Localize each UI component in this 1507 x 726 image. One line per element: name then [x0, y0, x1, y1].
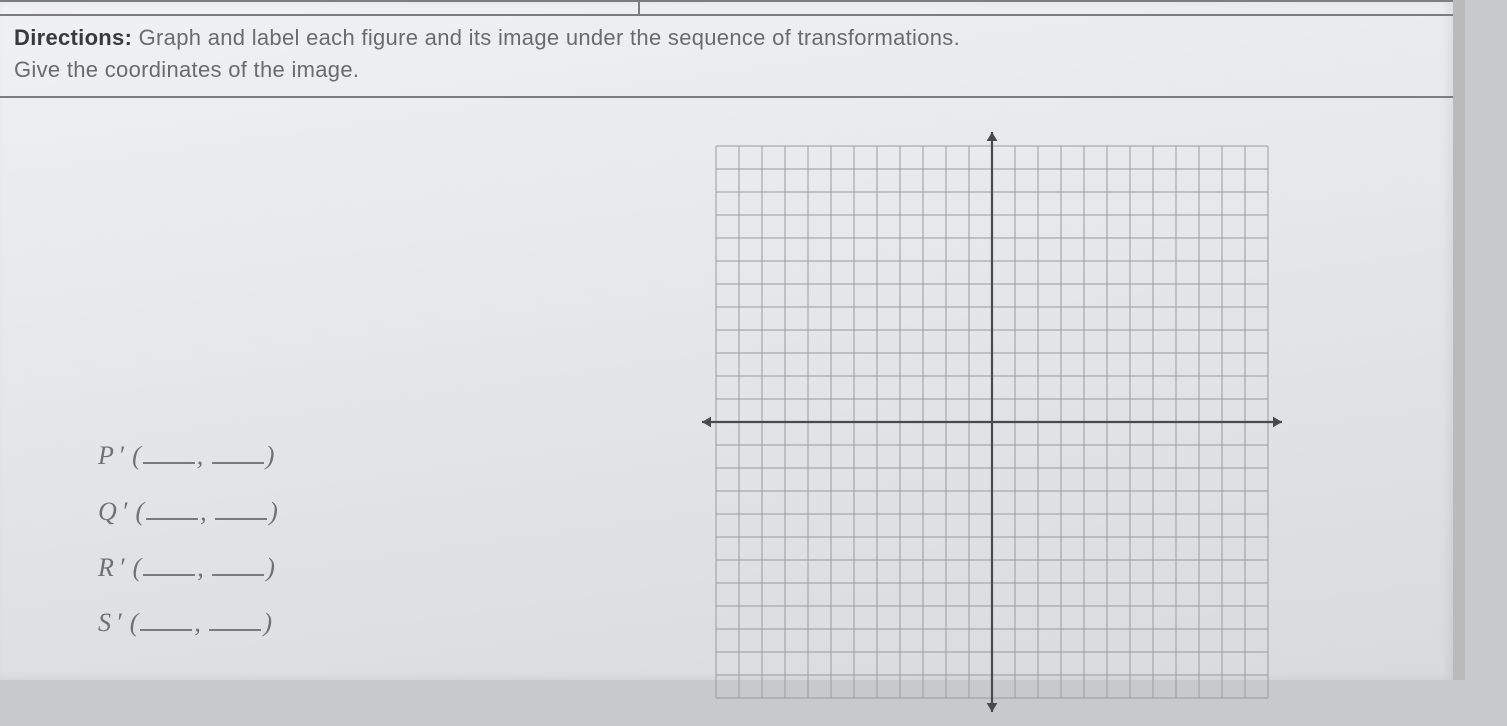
- coordinate-grid: [688, 118, 1296, 726]
- coord-s: S ′ (, ): [98, 595, 278, 651]
- coord-r-label: R: [98, 553, 120, 582]
- coord-p: P ′ (, ): [98, 428, 278, 484]
- worksheet-page: Directions: Graph and label each figure …: [0, 0, 1465, 680]
- main-row: P ′ (, ) Q ′ (, ) R ′ (, ) S ′ (, ): [0, 98, 1453, 670]
- coord-s-label: S: [98, 608, 118, 637]
- blank[interactable]: [215, 518, 267, 520]
- header-split-row: [0, 2, 1453, 16]
- answers-column: P ′ (, ) Q ′ (, ) R ′ (, ) S ′ (, ): [0, 98, 640, 670]
- coord-q-label: Q: [98, 497, 123, 526]
- coord-r: R ′ (, ): [98, 540, 278, 596]
- directions-text-2: Give the coordinates of the image.: [14, 57, 359, 82]
- blank[interactable]: [143, 574, 195, 576]
- blank[interactable]: [140, 629, 192, 631]
- blank[interactable]: [143, 462, 195, 464]
- directions-cell: Directions: Graph and label each figure …: [0, 16, 1453, 98]
- coord-p-label: P: [98, 441, 120, 470]
- header-left-empty: [0, 2, 640, 14]
- blank[interactable]: [209, 629, 261, 631]
- coord-q: Q ′ (, ): [98, 484, 278, 540]
- directions-label: Directions:: [14, 25, 132, 50]
- directions-text-1: Graph and label each figure and its imag…: [132, 25, 960, 50]
- blank[interactable]: [212, 574, 264, 576]
- coordinate-blanks: P ′ (, ) Q ′ (, ) R ′ (, ) S ′ (, ): [98, 428, 278, 652]
- graph-column: [640, 98, 1453, 670]
- blank[interactable]: [212, 462, 264, 464]
- blank[interactable]: [146, 518, 198, 520]
